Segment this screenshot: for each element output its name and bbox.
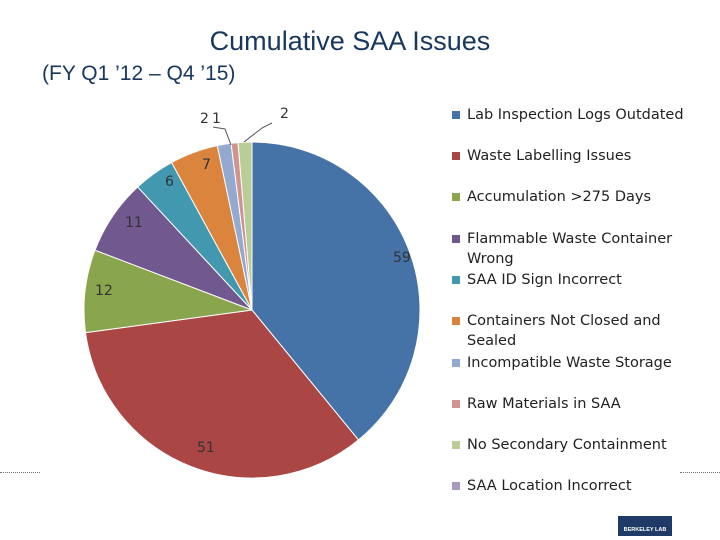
legend-label-1: Waste Labelling Issues: [467, 148, 632, 164]
leader-line-0: [212, 126, 232, 146]
legend-swatch-7: [452, 400, 460, 408]
legend-swatch-0: [452, 111, 460, 119]
page-subtitle: (FY Q1 ’12 – Q4 ’15): [42, 62, 236, 85]
pie-slice-0: [251, 141, 421, 441]
legend-label-6: Incompatible Waste Storage: [467, 355, 672, 371]
berkeley-lab-logo: BERKELEY LAB: [618, 516, 672, 536]
logo-text: BERKELEY LAB: [623, 527, 667, 533]
legend-label-8: No Secondary Containment: [467, 437, 667, 453]
page-title: Cumulative SAA Issues: [209, 26, 491, 56]
pie-data-label-7: 1: [212, 111, 221, 127]
legend-swatch-6: [452, 359, 460, 367]
legend-swatch-3: [452, 235, 460, 243]
right-divider: [680, 472, 720, 473]
pie-data-label-2: 12: [95, 283, 113, 299]
pie-slice-1: [84, 309, 360, 479]
pie-data-label-1: 51: [197, 440, 215, 456]
left-divider: [0, 472, 40, 473]
pie-data-label-5: 7: [202, 157, 211, 173]
legend-label-3: Flammable Waste Container Wrong: [467, 231, 673, 267]
legend-swatch-2: [452, 193, 460, 201]
leader-line-1: [243, 122, 273, 143]
legend-swatch-9: [452, 482, 460, 490]
legend-label-4: SAA ID Sign Incorrect: [467, 272, 622, 288]
pie-data-label-8: 2: [280, 106, 289, 122]
legend-swatch-8: [452, 441, 460, 449]
pie-data-label-0: 59: [393, 250, 411, 266]
legend-label-2: Accumulation >275 Days: [467, 189, 652, 205]
legend-swatch-5: [452, 317, 460, 325]
pie-data-label-3: 11: [125, 215, 143, 231]
pie-slice-8: [237, 141, 253, 311]
legend-label-5: Containers Not Closed and Sealed: [467, 313, 661, 349]
legend-label-9: SAA Location Incorrect: [467, 478, 632, 494]
pie-data-label-6: 2: [200, 111, 209, 127]
pie-data-label-4: 6: [165, 174, 174, 190]
legend-swatch-4: [452, 276, 460, 284]
legend-label-7: Raw Materials in SAA: [467, 396, 621, 412]
legend-label-0: Lab Inspection Logs Outdated: [467, 107, 684, 123]
legend-swatch-1: [452, 152, 460, 160]
pie-leader-lines: [212, 122, 273, 146]
pie-slices: [83, 141, 421, 479]
